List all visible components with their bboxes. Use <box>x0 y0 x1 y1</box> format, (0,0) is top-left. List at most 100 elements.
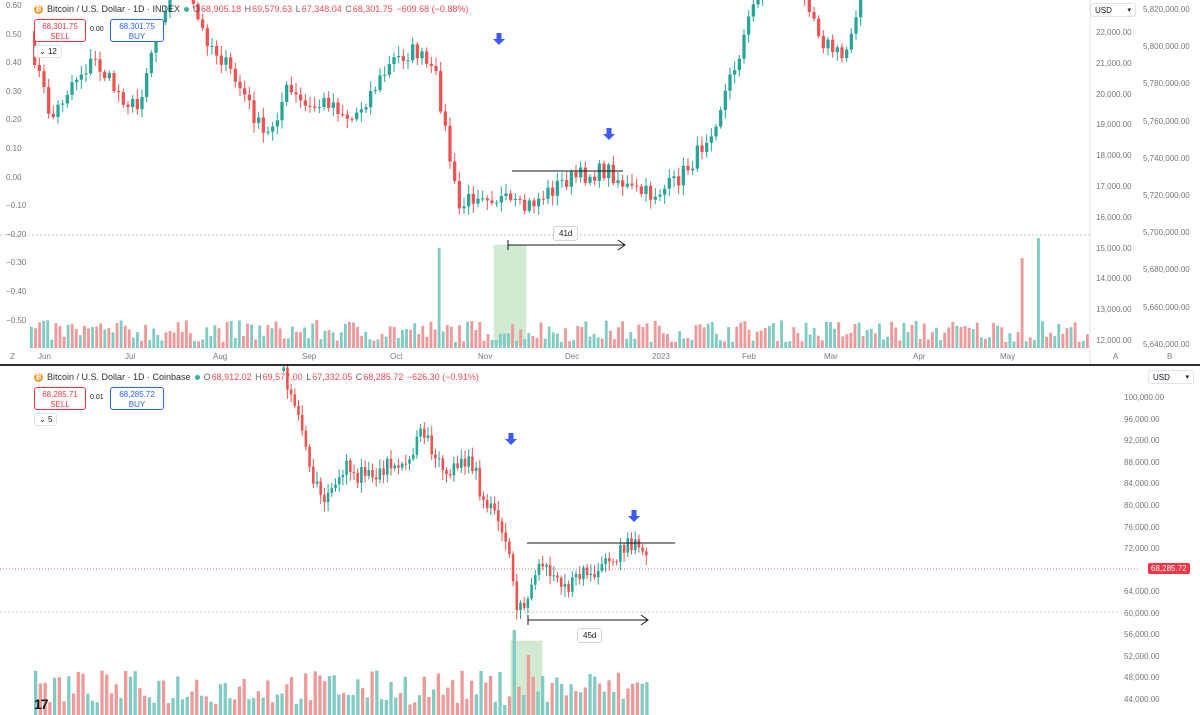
candle-body <box>611 164 615 184</box>
measure-arrow-head <box>640 614 649 626</box>
candle-body <box>709 136 713 143</box>
volume-bar <box>360 688 365 715</box>
candle-body <box>474 467 478 471</box>
bottom-indicators-toggle[interactable]: ⌄ 5 <box>34 413 58 426</box>
top-symbol-title[interactable]: Bitcoin / U.S. Dollar · 1D · INDEX <box>47 4 181 14</box>
volume-bar <box>270 702 275 715</box>
volume-bar <box>507 696 512 715</box>
candle-body <box>336 102 340 115</box>
candle-body <box>527 200 531 211</box>
volume-bar <box>111 332 115 348</box>
volume-bar <box>280 693 284 715</box>
pane-divider[interactable] <box>0 364 1200 366</box>
candle-body <box>37 65 41 72</box>
volume-bar <box>1081 340 1085 348</box>
time-axis-label: Dec <box>565 352 580 361</box>
top-symbol-header[interactable]: ₿ Bitcoin / U.S. Dollar · 1D · INDEX O68… <box>34 4 469 14</box>
volume-bar <box>951 321 955 348</box>
volume-bar <box>678 331 682 348</box>
candle-body <box>280 101 284 121</box>
top-buy-button[interactable]: 68,301.75 BUY <box>110 19 164 42</box>
volume-bar <box>331 332 335 348</box>
candle-body <box>373 90 377 92</box>
volume-bar <box>971 329 975 348</box>
candle-body <box>515 581 519 611</box>
volume-bar <box>339 332 343 348</box>
indicator-count: 12 <box>47 47 57 56</box>
candle-body <box>845 49 849 59</box>
volume-bar <box>304 673 308 715</box>
volume-bar <box>237 686 242 715</box>
price-scale-label: −0.50 <box>6 315 27 325</box>
volume-bar <box>34 670 38 715</box>
volume-bar <box>233 338 237 348</box>
scale-b-label[interactable]: B <box>1167 352 1173 361</box>
candle-body <box>201 19 205 29</box>
volume-bar <box>686 337 690 348</box>
volume-bar <box>653 320 657 348</box>
volume-bar <box>527 333 531 348</box>
time-axis-label: Aug <box>213 352 228 361</box>
candle-body <box>593 573 596 578</box>
volume-bar <box>52 677 57 715</box>
candle-body <box>723 90 727 111</box>
close-value: 68,301.75 <box>352 4 393 14</box>
top-duration-label: 41d <box>553 226 579 241</box>
candle-body <box>308 105 312 107</box>
candle-body <box>579 167 583 178</box>
volume-bar <box>617 327 620 348</box>
candle-body <box>294 92 298 95</box>
price-scale-label: 5,720,000.00 <box>1143 191 1190 200</box>
candle-body <box>243 88 247 95</box>
volume-bar <box>735 326 739 348</box>
volume-bar <box>914 321 918 348</box>
price-scale-label: 0.10 <box>6 144 22 153</box>
volume-bar <box>144 324 148 348</box>
candle-body <box>622 545 626 553</box>
volume-bar <box>460 670 464 715</box>
bottom-symbol-title[interactable]: Bitcoin / U.S. Dollar · 1D · Coinbase <box>47 372 191 382</box>
volume-bar <box>138 688 142 715</box>
tradingview-logo-icon[interactable]: 17 <box>34 696 49 712</box>
volume-bar <box>984 338 987 348</box>
bottom-symbol-header[interactable]: ₿ Bitcoin / U.S. Dollar · 1D · Coinbase … <box>34 372 480 382</box>
candle-body <box>393 465 396 469</box>
volume-bar <box>449 326 453 348</box>
time-axis-label: Apr <box>913 352 926 361</box>
auto-scale-button[interactable]: A <box>1113 352 1119 361</box>
candle-body <box>563 583 567 587</box>
price-scale-label: 96,000.00 <box>1124 415 1160 424</box>
candle-body <box>140 97 144 110</box>
volume-bar <box>943 332 947 348</box>
bottom-sell-button[interactable]: 68,285.71 SELL <box>34 387 86 410</box>
volume-bar <box>233 699 237 715</box>
candle-body <box>317 106 321 108</box>
candle-body <box>168 0 172 12</box>
volume-bar <box>926 339 930 348</box>
bottom-chart-canvas[interactable] <box>0 366 1200 715</box>
bottom-currency-select[interactable]: USD ▾ <box>1148 370 1194 384</box>
candle-body <box>840 47 844 59</box>
candle-body <box>551 187 555 196</box>
candle-body <box>714 126 718 137</box>
top-chart-pane[interactable]: ₿ Bitcoin / U.S. Dollar · 1D · INDEX O68… <box>0 0 1200 365</box>
volume-bar <box>396 338 400 348</box>
volume-bar <box>436 673 441 715</box>
volume-bar <box>873 333 877 348</box>
volume-bar <box>348 321 351 348</box>
candle-body <box>582 567 585 580</box>
top-currency-select[interactable]: USD ▾ <box>1090 3 1136 17</box>
top-indicators-toggle[interactable]: ⌄ 12 <box>34 45 62 58</box>
top-chart-canvas[interactable] <box>0 0 1200 365</box>
volume-bar <box>133 671 137 715</box>
candle-body <box>737 58 741 71</box>
top-sell-button[interactable]: 68,301.75 SELL <box>34 19 86 42</box>
volume-bar <box>370 671 374 715</box>
bottom-buy-button[interactable]: 68,285.72 BUY <box>110 387 164 410</box>
volume-bar <box>1012 341 1016 348</box>
volume-bar <box>413 702 417 715</box>
volume-bar <box>555 677 559 715</box>
volume-bar <box>319 339 323 348</box>
volume-bar <box>955 325 959 348</box>
bottom-chart-pane[interactable]: ₿ Bitcoin / U.S. Dollar · 1D · Coinbase … <box>0 366 1200 715</box>
